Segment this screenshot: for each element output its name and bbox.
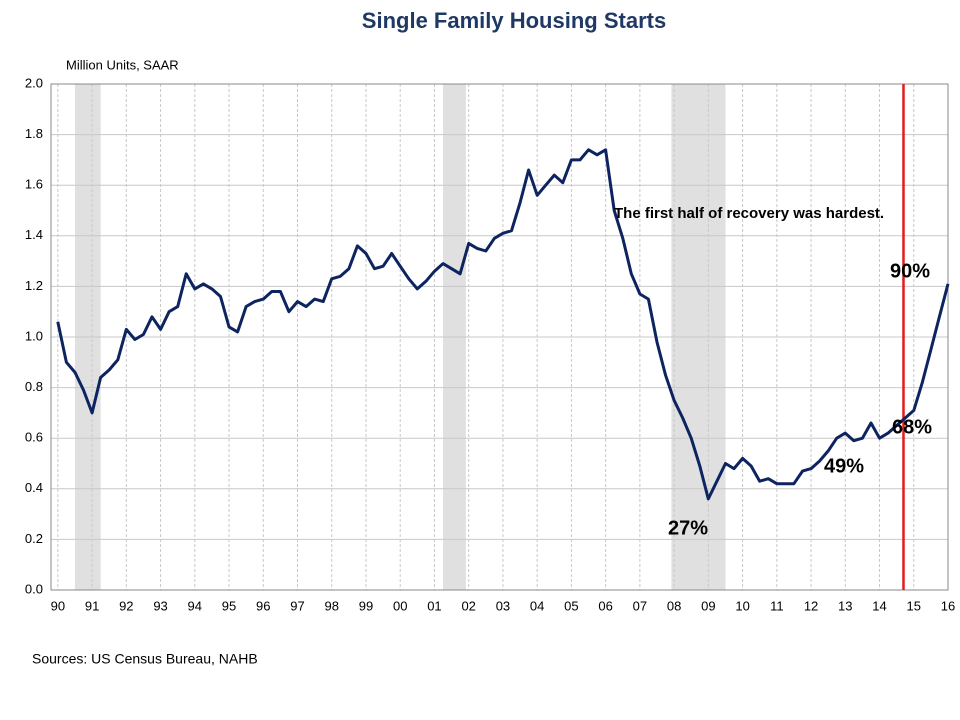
y-tick-label: 2.0 (25, 75, 43, 90)
x-tick-label: 15 (907, 598, 921, 613)
x-tick-label: 99 (359, 598, 373, 613)
annotation: 49% (824, 455, 864, 477)
x-tick-label: 92 (119, 598, 133, 613)
x-tick-label: 97 (290, 598, 304, 613)
x-tick-label: 91 (85, 598, 99, 613)
chart-title: Single Family Housing Starts (362, 8, 666, 33)
x-tick-label: 01 (427, 598, 441, 613)
y-axis-label: Million Units, SAAR (66, 57, 179, 72)
x-tick-label: 00 (393, 598, 407, 613)
y-tick-label: 0.8 (25, 379, 43, 394)
x-tick-label: 10 (735, 598, 749, 613)
annotation: 68% (892, 416, 932, 438)
x-tick-label: 98 (325, 598, 339, 613)
y-tick-label: 1.4 (25, 227, 43, 242)
y-tick-label: 0.0 (25, 581, 43, 596)
x-tick-label: 08 (667, 598, 681, 613)
y-tick-label: 1.0 (25, 328, 43, 343)
x-tick-label: 11 (770, 598, 784, 613)
x-tick-label: 94 (188, 598, 202, 613)
data-line (56, 148, 950, 501)
y-tick-label: 1.8 (25, 126, 43, 141)
x-tick-label: 07 (633, 598, 647, 613)
annotation: 27% (668, 517, 708, 539)
x-tick-label: 14 (872, 598, 886, 613)
source: Sources: US Census Bureau, NAHB (32, 651, 258, 667)
y-tick-label: 0.4 (25, 480, 43, 495)
x-tick-label: 13 (838, 598, 852, 613)
y-tick-label: 1.6 (25, 177, 43, 192)
x-tick-label: 16 (941, 598, 955, 613)
x-tick-label: 02 (461, 598, 475, 613)
x-tick-label: 95 (222, 598, 236, 613)
y-tick-label: 0.6 (25, 430, 43, 445)
x-tick-label: 06 (598, 598, 612, 613)
x-tick-label: 96 (256, 598, 270, 613)
y-tick-label: 0.2 (25, 531, 43, 546)
y-tick-label: 1.2 (25, 278, 43, 293)
x-tick-label: 04 (530, 598, 544, 613)
plot-border (50, 83, 949, 591)
x-tick-label: 93 (153, 598, 167, 613)
annotation: 90% (890, 260, 930, 282)
x-tick-label: 12 (804, 598, 818, 613)
annotation: The first half of recovery was hardest. (614, 205, 884, 222)
x-tick-label: 05 (564, 598, 578, 613)
x-tick-label: 03 (496, 598, 510, 613)
x-tick-label: 90 (51, 598, 65, 613)
x-tick-label: 09 (701, 598, 715, 613)
